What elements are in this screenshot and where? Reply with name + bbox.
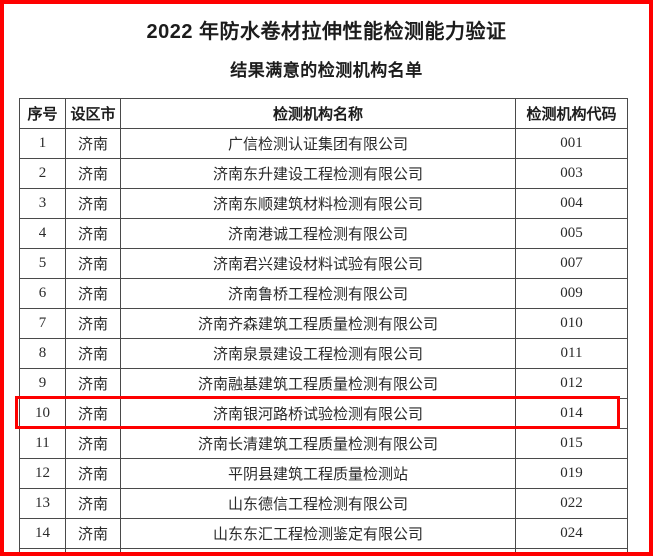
- cell-no: 11: [19, 428, 66, 459]
- cell-city: 济南: [65, 398, 121, 429]
- cell-city: 济南: [65, 188, 121, 219]
- cell-name: [120, 548, 516, 552]
- cell-city: 济南: [65, 128, 121, 159]
- cell-no: 1: [19, 128, 66, 159]
- cell-no: 6: [19, 278, 66, 309]
- cell-name: 平阴县建筑工程质量检测站: [120, 458, 516, 489]
- table-row: 6 济南 济南鲁桥工程检测有限公司 009: [19, 278, 628, 309]
- table-row: 12 济南 平阴县建筑工程质量检测站 019: [19, 458, 628, 489]
- cell-name: 济南银河路桥试验检测有限公司: [120, 398, 516, 429]
- cell-no: 13: [19, 488, 66, 519]
- cell-code: 004: [515, 188, 628, 219]
- document-title: 2022 年防水卷材拉伸性能检测能力验证: [146, 21, 507, 43]
- cell-name: 济南君兴建设材料试验有限公司: [120, 248, 516, 279]
- cell-code: 011: [515, 338, 628, 369]
- cell-no: [19, 548, 66, 552]
- cell-code: 019: [515, 458, 628, 489]
- cell-no: 8: [19, 338, 66, 369]
- cell-code: [515, 548, 628, 552]
- cell-code: 001: [515, 128, 628, 159]
- cell-name: 济南港诚工程检测有限公司: [120, 218, 516, 249]
- col-header-name: 检测机构名称: [120, 98, 516, 129]
- table-row: 14 济南 山东东汇工程检测鉴定有限公司 024: [19, 518, 628, 549]
- table-row: 13 济南 山东德信工程检测有限公司 022: [19, 488, 628, 519]
- cell-city: 济南: [65, 518, 121, 549]
- cell-name: 济南长清建筑工程质量检测有限公司: [120, 428, 516, 459]
- table-row: 2 济南 济南东升建设工程检测有限公司 003: [19, 158, 628, 189]
- cell-name: 济南东顺建筑材料检测有限公司: [120, 188, 516, 219]
- cell-code: 022: [515, 488, 628, 519]
- cell-name: 济南鲁桥工程检测有限公司: [120, 278, 516, 309]
- cell-code: 009: [515, 278, 628, 309]
- cell-no: 2: [19, 158, 66, 189]
- cell-city: 济南: [65, 158, 121, 189]
- cell-no: 7: [19, 308, 66, 339]
- cell-city: 济南: [65, 308, 121, 339]
- cell-city: 济南: [65, 218, 121, 249]
- cell-city: 济南: [65, 488, 121, 519]
- table-row: 3 济南 济南东顺建筑材料检测有限公司 004: [19, 188, 628, 219]
- table-row: 1 济南 广信检测认证集团有限公司 001: [19, 128, 628, 159]
- cell-name: 山东德信工程检测有限公司: [120, 488, 516, 519]
- cell-no: 12: [19, 458, 66, 489]
- cell-city: 济南: [65, 428, 121, 459]
- cell-code: 007: [515, 248, 628, 279]
- table-row: 8 济南 济南泉景建设工程检测有限公司 011: [19, 338, 628, 369]
- cell-city: 济南: [65, 368, 121, 399]
- cell-no: 10: [19, 398, 66, 429]
- institutions-table-wrap: 序号 设区市 检测机构名称 检测机构代码 1 济南 广信检测认证集团有限公司 0…: [19, 98, 628, 552]
- cell-no: 9: [19, 368, 66, 399]
- cell-no: 14: [19, 518, 66, 549]
- cell-city: [65, 548, 121, 552]
- table-row: [19, 548, 628, 552]
- cell-no: 3: [19, 188, 66, 219]
- table-row: 5 济南 济南君兴建设材料试验有限公司 007: [19, 248, 628, 279]
- cell-code: 014: [515, 398, 628, 429]
- table-header-row: 序号 设区市 检测机构名称 检测机构代码: [19, 98, 628, 129]
- cell-name: 广信检测认证集团有限公司: [120, 128, 516, 159]
- cell-code: 010: [515, 308, 628, 339]
- table-row: 4 济南 济南港诚工程检测有限公司 005: [19, 218, 628, 249]
- cell-name: 济南东升建设工程检测有限公司: [120, 158, 516, 189]
- cell-name: 济南齐森建筑工程质量检测有限公司: [120, 308, 516, 339]
- col-header-city: 设区市: [65, 98, 121, 129]
- cell-city: 济南: [65, 278, 121, 309]
- table-row: 7 济南 济南齐森建筑工程质量检测有限公司 010: [19, 308, 628, 339]
- col-header-code: 检测机构代码: [515, 98, 628, 129]
- cell-name: 济南泉景建设工程检测有限公司: [120, 338, 516, 369]
- cell-code: 024: [515, 518, 628, 549]
- table-row: 10 济南 济南银河路桥试验检测有限公司 014: [19, 398, 628, 429]
- col-header-no: 序号: [19, 98, 66, 129]
- cell-no: 5: [19, 248, 66, 279]
- cell-name: 山东东汇工程检测鉴定有限公司: [120, 518, 516, 549]
- document-subtitle: 结果满意的检测机构名单: [230, 61, 423, 80]
- cell-city: 济南: [65, 338, 121, 369]
- table-row: 9 济南 济南融基建筑工程质量检测有限公司 012: [19, 368, 628, 399]
- cell-code: 003: [515, 158, 628, 189]
- cell-city: 济南: [65, 458, 121, 489]
- table-row: 11 济南 济南长清建筑工程质量检测有限公司 015: [19, 428, 628, 459]
- cell-code: 015: [515, 428, 628, 459]
- cell-city: 济南: [65, 248, 121, 279]
- cell-no: 4: [19, 218, 66, 249]
- cell-code: 012: [515, 368, 628, 399]
- cell-name: 济南融基建筑工程质量检测有限公司: [120, 368, 516, 399]
- institutions-table: 序号 设区市 检测机构名称 检测机构代码 1 济南 广信检测认证集团有限公司 0…: [19, 98, 628, 552]
- cell-code: 005: [515, 218, 628, 249]
